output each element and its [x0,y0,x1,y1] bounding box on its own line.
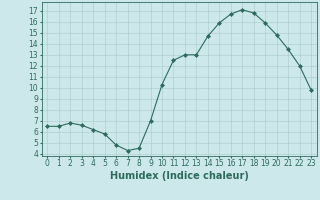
X-axis label: Humidex (Indice chaleur): Humidex (Indice chaleur) [110,171,249,181]
